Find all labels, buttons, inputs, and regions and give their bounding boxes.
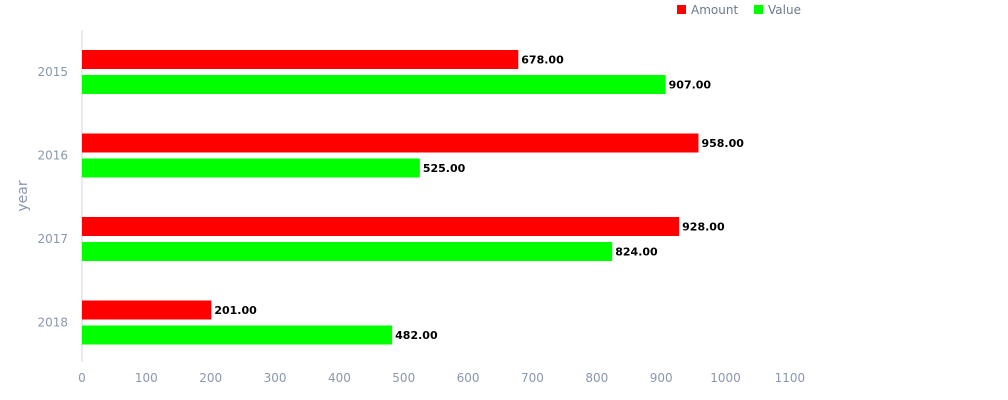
bar-value-2017[interactable] xyxy=(82,242,613,261)
bar-amount-2016[interactable] xyxy=(82,133,699,153)
x-tick-label: 600 xyxy=(457,371,480,385)
x-axis-ticks: 0 100 200 300 400 500 600 700 800 900 1000 1100 xyxy=(78,371,805,385)
data-label: 678.00 xyxy=(521,54,564,67)
data-label: 824.00 xyxy=(615,246,658,259)
data-label: 928.00 xyxy=(682,221,725,234)
plot-area: 678.00 907.00 958.00 525.00 928.00 824.00 201.… xyxy=(82,50,744,345)
data-label: 958.00 xyxy=(701,137,744,150)
legend-label-amount[interactable]: Amount xyxy=(691,3,738,17)
x-tick-label: 200 xyxy=(199,371,222,385)
bar-value-2016[interactable] xyxy=(82,158,420,178)
bar-amount-2018[interactable] xyxy=(82,300,212,320)
x-tick-label: 0 xyxy=(78,371,86,385)
legend-label-value[interactable]: Value xyxy=(768,3,801,17)
bar-amount-2017[interactable] xyxy=(82,217,680,236)
y-tick-label: 2015 xyxy=(37,65,68,79)
x-tick-label: 400 xyxy=(328,371,351,385)
y-tick-label: 2017 xyxy=(37,232,68,246)
x-tick-label: 300 xyxy=(264,371,287,385)
data-label: 482.00 xyxy=(395,329,438,342)
y-tick-label: 2018 xyxy=(37,315,68,329)
x-tick-label: 100 xyxy=(135,371,158,385)
data-label: 907.00 xyxy=(669,79,712,92)
y-axis-ticks: 2015 2016 2017 2018 xyxy=(37,65,68,330)
legend-swatch-amount xyxy=(677,5,686,14)
y-axis-title: year xyxy=(15,180,31,211)
x-tick-label: 1000 xyxy=(710,371,741,385)
x-tick-label: 700 xyxy=(521,371,544,385)
legend-swatch-value xyxy=(754,5,763,14)
data-label: 201.00 xyxy=(214,304,257,317)
bar-amount-2015[interactable] xyxy=(82,50,519,69)
x-tick-label: 800 xyxy=(585,371,608,385)
data-label: 525.00 xyxy=(423,162,466,175)
x-tick-label: 1100 xyxy=(775,371,806,385)
bar-value-2018[interactable] xyxy=(82,325,393,345)
bar-value-2015[interactable] xyxy=(82,75,666,94)
x-tick-label: 500 xyxy=(392,371,415,385)
legend: Amount Value xyxy=(677,3,801,17)
x-tick-label: 900 xyxy=(650,371,673,385)
y-tick-label: 2016 xyxy=(37,148,68,162)
